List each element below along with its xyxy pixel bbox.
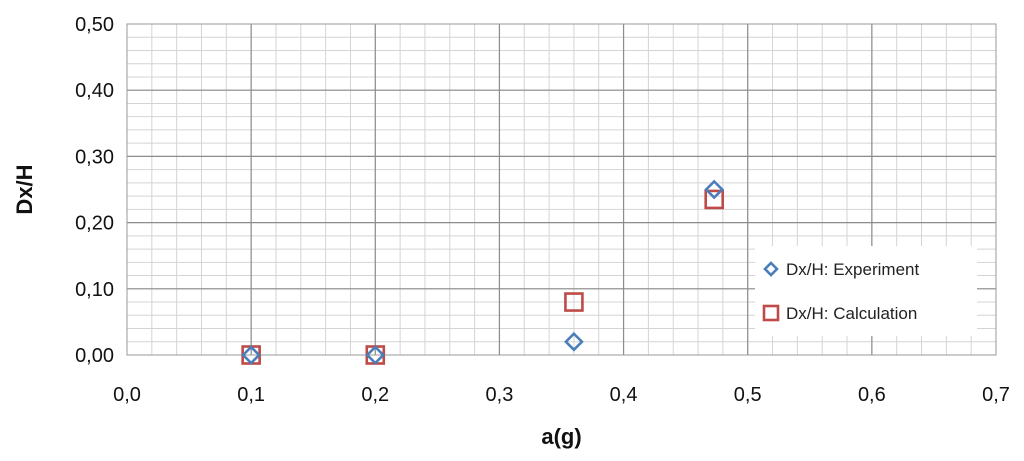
legend: Dx/H: Experiment Dx/H: Calculation [755, 246, 977, 336]
y-tick-label: 0,20 [75, 213, 114, 235]
x-tick-label: 0,7 [982, 384, 1010, 406]
y-tick-label: 0,30 [75, 146, 114, 168]
x-tick-label: 0,2 [361, 384, 389, 406]
data-points [241, 179, 725, 365]
experiment-point [704, 179, 725, 200]
legend-diamond-icon [763, 261, 779, 277]
experiment-point [365, 345, 386, 365]
y-tick-label: 0,00 [75, 345, 114, 367]
legend-square-icon [762, 304, 780, 322]
major-gridlines [127, 24, 996, 355]
x-axis-tick-labels: 0,0 0,1 0,2 0,3 0,4 0,5 0,6 0,7 [113, 384, 1010, 406]
x-tick-label: 0,4 [610, 384, 638, 406]
y-tick-label: 0,50 [75, 14, 114, 36]
x-tick-label: 0,0 [113, 384, 141, 406]
y-axis-tick-labels: 0,00 0,10 0,20 0,30 0,40 0,50 [75, 14, 114, 367]
calculation-point [564, 292, 584, 312]
x-tick-label: 0,1 [237, 384, 265, 406]
legend-label: Dx/H: Calculation [786, 304, 917, 323]
x-tick-label: 0,6 [858, 384, 886, 406]
plot-area-border [126, 23, 997, 356]
experiment-point [241, 345, 261, 365]
x-tick-label: 0,5 [734, 384, 762, 406]
x-axis-title: a(g) [541, 424, 581, 449]
calculation-point [704, 189, 724, 210]
legend-box [755, 246, 977, 336]
legend-label: Dx/H: Experiment [786, 260, 919, 279]
y-axis-title: Dx/H [12, 164, 37, 214]
x-tick-label: 0,3 [486, 384, 514, 406]
experiment-point [564, 331, 584, 352]
y-tick-label: 0,40 [75, 80, 114, 102]
y-tick-label: 0,10 [75, 279, 114, 301]
